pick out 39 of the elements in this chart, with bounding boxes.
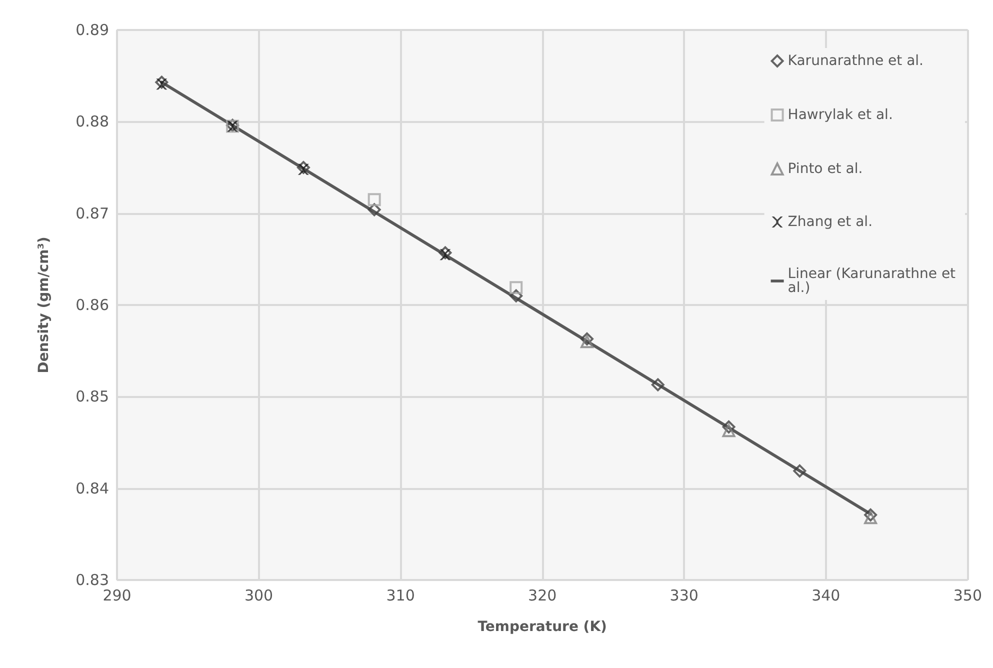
y-axis-title: Density (gm/cm³)	[36, 236, 52, 374]
point	[438, 246, 452, 260]
legend-label: Linear (Karunarathne et al.)	[788, 266, 960, 296]
legend-label: Zhang et al.	[788, 214, 873, 230]
y-tick-label: 0.86	[76, 296, 109, 314]
point	[368, 203, 381, 216]
x-tick-label: 340	[812, 586, 840, 604]
point	[296, 161, 310, 174]
y-tick-label: 0.87	[76, 204, 109, 222]
y-tick-label: 0.85	[76, 388, 109, 406]
point	[298, 164, 309, 175]
y-tick-label: 0.83	[76, 571, 109, 589]
y-tick-label: 0.84	[76, 479, 109, 498]
point	[864, 511, 878, 524]
legend-label: Karunarathne et al.	[788, 53, 924, 69]
legend-label: Pinto et al.	[788, 161, 863, 177]
point	[580, 335, 594, 348]
point	[651, 378, 664, 392]
point	[368, 193, 381, 206]
x-tick-label: 310	[386, 586, 415, 604]
x-tick-label: 320	[528, 586, 557, 604]
point	[510, 289, 523, 302]
x-tick-label: 330	[670, 586, 698, 604]
x-tick-label: 350	[953, 586, 982, 604]
point	[793, 464, 806, 478]
x-tick-label: 300	[244, 586, 274, 604]
point	[510, 281, 523, 294]
legend-label: Hawrylak et al.	[788, 107, 893, 123]
y-tick-label: 0.89	[76, 21, 109, 39]
x-axis-title: Temperature (K)	[478, 619, 607, 635]
point	[580, 332, 594, 346]
point	[864, 508, 878, 522]
y-tick-label: 0.88	[76, 112, 109, 131]
x-tick-label: 290	[102, 586, 132, 604]
point	[722, 424, 736, 438]
point	[155, 76, 168, 89]
point	[440, 249, 451, 260]
point	[156, 78, 168, 90]
point	[722, 420, 736, 434]
